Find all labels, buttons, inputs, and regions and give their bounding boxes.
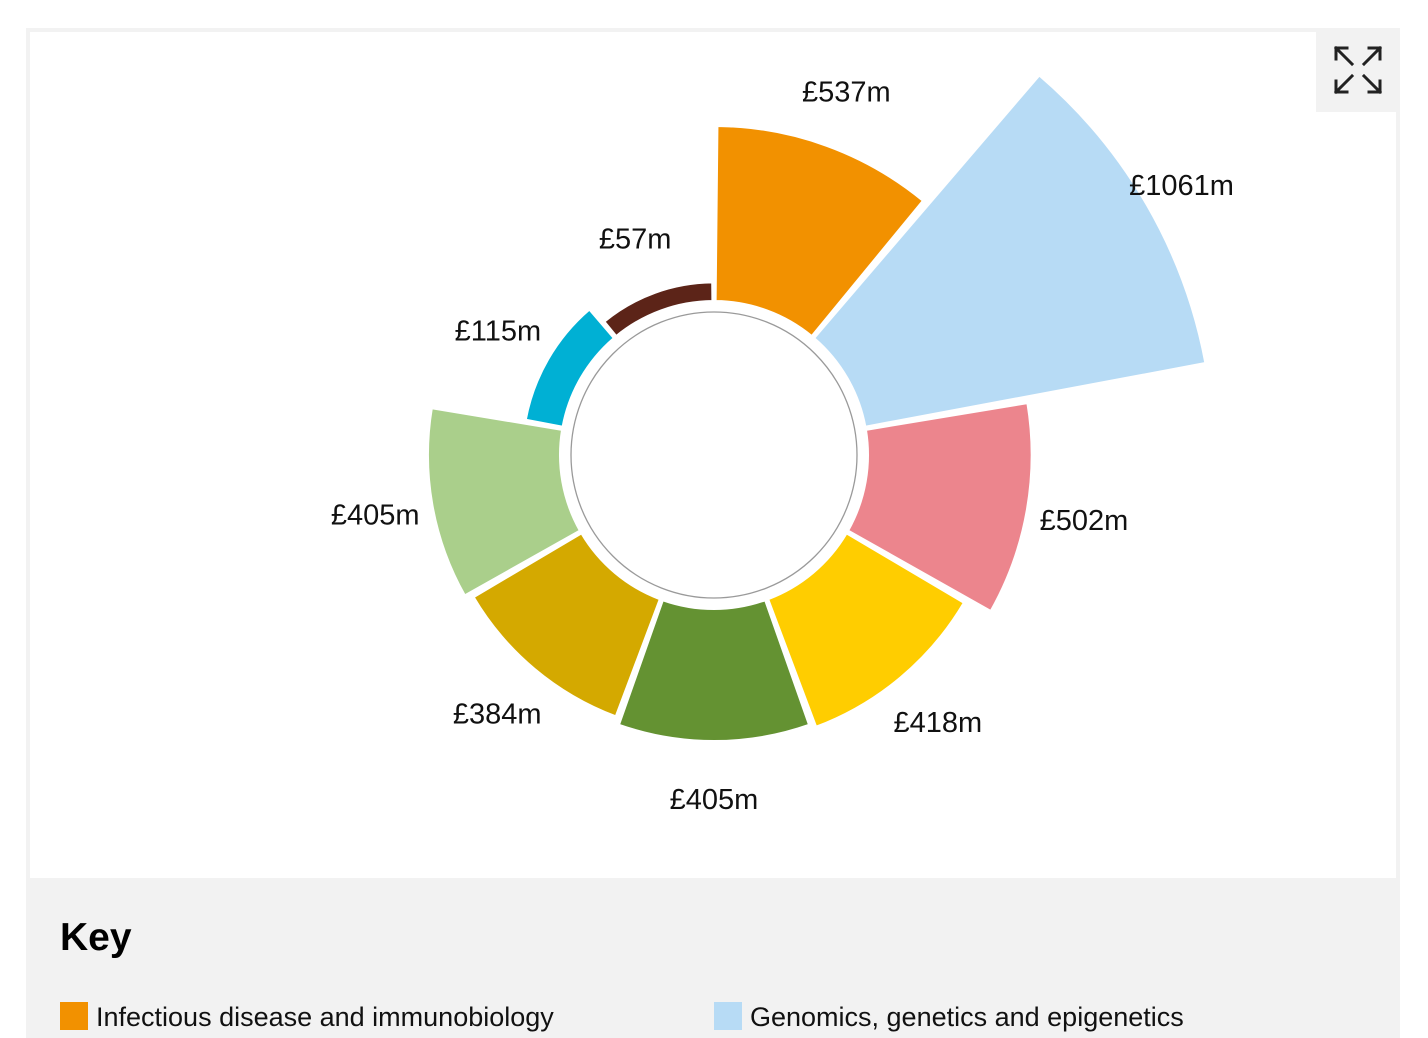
legend-label: Infectious disease and immunobiology [96, 1002, 554, 1032]
segment-4[interactable] [766, 532, 966, 728]
expand-arrows-icon [1333, 45, 1383, 95]
segment-9[interactable] [603, 281, 714, 338]
segment-6[interactable] [472, 532, 662, 718]
segment-3[interactable] [846, 401, 1033, 613]
legend-swatch [60, 1002, 88, 1030]
value-label-2: £1061m [1129, 170, 1234, 202]
value-label-7: £405m [331, 500, 420, 532]
legend-item: Genomics, genetics and epigenetics [714, 1002, 1184, 1033]
value-label-8: £115m [455, 315, 542, 347]
legend-item: Infectious disease and immunobiology [60, 1002, 554, 1033]
segment-2[interactable] [812, 74, 1207, 428]
segment-7[interactable] [427, 407, 582, 597]
segment-5[interactable] [617, 598, 811, 743]
expand-button[interactable] [1316, 28, 1400, 112]
segment-1[interactable] [714, 124, 925, 338]
legend: Key Infectious disease and immunobiology… [60, 904, 1380, 1032]
chart-area: £537m £1061m £502m £418m £405m £384m £405m £115… [30, 32, 1396, 878]
value-label-3: £502m [1040, 505, 1129, 537]
legend-title: Key [60, 916, 132, 959]
value-label-9: £57m [599, 223, 672, 255]
segment-8[interactable] [524, 308, 616, 428]
legend-swatch [714, 1002, 742, 1030]
value-label-1: £537m [802, 76, 891, 108]
legend-label: Genomics, genetics and epigenetics [750, 1002, 1184, 1032]
value-label-5: £405m [670, 784, 759, 816]
value-label-6: £384m [453, 698, 542, 730]
inner-ring [570, 311, 858, 599]
chart-panel: £537m £1061m £502m £418m £405m £384m £405m £115… [26, 28, 1400, 1038]
polar-area-chart: £537m £1061m £502m £418m £405m £384m £405m £115… [331, 74, 1234, 816]
value-label-4: £418m [894, 707, 983, 739]
